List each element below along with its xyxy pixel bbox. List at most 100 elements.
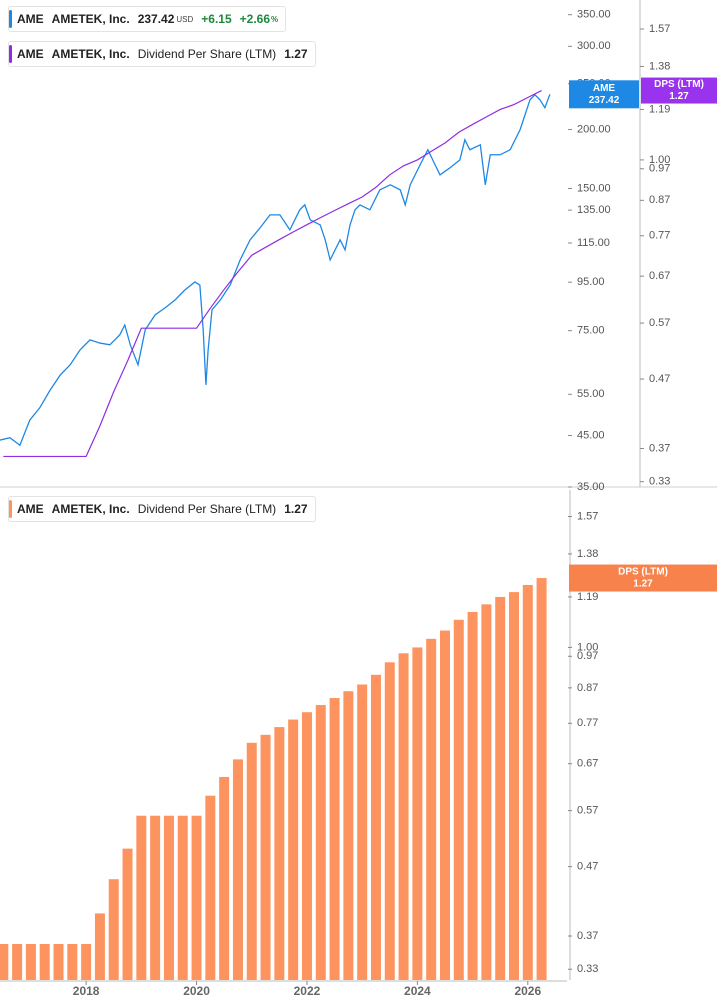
bar	[108, 879, 119, 980]
bar	[495, 596, 506, 980]
y-tick-label: 75.00	[577, 325, 605, 337]
x-tick-label: 2018	[73, 984, 100, 998]
bar	[288, 719, 299, 980]
y-tick-label: 55.00	[577, 388, 605, 400]
bar	[136, 815, 147, 980]
bar	[467, 611, 478, 980]
y-tick-label: 0.67	[577, 758, 598, 770]
bar	[453, 619, 464, 980]
y-tick-label: 1.00	[649, 154, 670, 166]
bar	[232, 759, 243, 980]
currency: USD	[176, 14, 194, 24]
metric-value: 1.27	[284, 47, 308, 61]
bar	[219, 776, 230, 980]
badge-value: 237.42	[589, 95, 620, 106]
legend-swatch	[9, 500, 12, 518]
bar	[81, 943, 92, 980]
y-tick-label: 35.00	[577, 481, 605, 493]
y-tick-label: 0.67	[649, 270, 670, 282]
y-tick-label: 1.57	[577, 510, 598, 522]
ticker: AME	[17, 47, 44, 61]
bar	[536, 578, 547, 980]
price-badge	[641, 77, 717, 104]
y-tick-label: 0.47	[649, 373, 670, 385]
y-tick-label: 135.00	[577, 204, 611, 216]
bar	[481, 604, 492, 980]
bar	[25, 943, 36, 980]
x-tick-label: 2024	[404, 984, 431, 998]
y-tick-label: 1.57	[649, 23, 670, 35]
badge-label: DPS (LTM)	[618, 567, 668, 578]
bar	[122, 848, 133, 980]
badge-label: DPS (LTM)	[654, 79, 704, 90]
bar	[343, 691, 354, 980]
bar	[439, 630, 450, 980]
bar	[205, 795, 216, 980]
y-tick-label: 0.77	[577, 717, 598, 729]
company-name: AMETEK, Inc.	[51, 502, 130, 516]
bar	[177, 815, 188, 980]
y-tick-label: 0.33	[649, 476, 670, 488]
y-tick-label: 45.00	[577, 429, 605, 441]
badge-label: AME	[593, 83, 616, 94]
y-tick-label: 1.38	[577, 548, 598, 560]
last-price: 237.42	[137, 12, 175, 26]
company-name: AMETEK, Inc.	[51, 47, 130, 61]
y-tick-label: 350.00	[577, 9, 611, 21]
bar	[426, 638, 437, 980]
change-percent: +2.66	[239, 12, 271, 26]
y-tick-label: 95.00	[577, 276, 605, 288]
bar	[67, 943, 78, 980]
bar	[315, 705, 326, 980]
bar	[301, 712, 312, 980]
y-tick-label: 0.97	[649, 163, 670, 175]
metric: Dividend Per Share (LTM)	[137, 47, 277, 61]
percent-sign: %	[271, 14, 279, 24]
metric: Dividend Per Share (LTM)	[137, 502, 277, 516]
y-tick-label: 1.00	[577, 641, 598, 653]
x-tick-label: 2026	[514, 984, 541, 998]
bar	[39, 943, 50, 980]
change: +6.15	[201, 12, 232, 26]
price-badge	[569, 80, 639, 109]
y-tick-label: 1.19	[577, 591, 598, 603]
bar	[329, 698, 340, 980]
y-tick-label: 1.38	[649, 60, 670, 72]
bar	[508, 592, 519, 980]
bar	[398, 653, 409, 980]
bar	[12, 943, 23, 980]
legend-dps-bottom: AME AMETEK, Inc. Dividend Per Share (LTM…	[8, 496, 316, 522]
bar	[94, 913, 105, 980]
bar	[246, 742, 257, 980]
y-tick-label: 0.33	[577, 963, 598, 975]
y-tick-label: 150.00	[577, 182, 611, 194]
ticker: AME	[17, 12, 44, 26]
bar	[0, 943, 9, 980]
metric-value: 1.27	[284, 502, 308, 516]
bar	[191, 815, 202, 980]
y-tick-label: 0.37	[577, 930, 598, 942]
y-tick-label: 0.57	[649, 317, 670, 329]
y-tick-label: 0.87	[577, 682, 598, 694]
y-tick-label: 0.37	[649, 442, 670, 454]
bar	[357, 684, 368, 980]
bar	[260, 734, 271, 980]
series-line	[3, 90, 542, 458]
ticker: AME	[17, 502, 44, 516]
company-name: AMETEK, Inc.	[51, 12, 130, 26]
legend-dps-top: AME AMETEK, Inc. Dividend Per Share (LTM…	[8, 41, 316, 67]
legend-swatch	[9, 45, 12, 63]
y-tick-label: 1.19	[649, 103, 670, 115]
legend-swatch	[9, 10, 12, 28]
badge-value: 1.27	[669, 91, 689, 102]
bar	[53, 943, 64, 980]
legend-price: AME AMETEK, Inc. 237.42 USD +6.15 +2.66 …	[8, 6, 287, 32]
bar	[384, 662, 395, 980]
y-tick-label: 0.57	[577, 805, 598, 817]
bar	[150, 815, 161, 980]
bar	[274, 727, 285, 980]
x-tick-label: 2020	[183, 984, 210, 998]
series-line	[0, 93, 551, 447]
